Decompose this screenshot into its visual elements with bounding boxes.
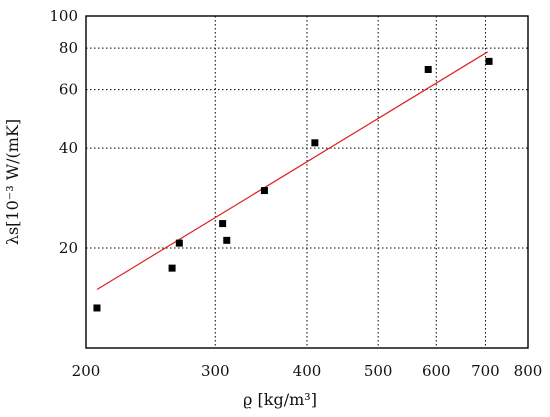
y-tick-label: 100	[49, 7, 78, 25]
x-tick-label: 300	[201, 362, 230, 380]
data-point	[485, 57, 493, 65]
y-axis-title: λs[10⁻³ W/(mK]	[3, 119, 22, 245]
data-point	[223, 236, 231, 244]
y-tick-label: 40	[59, 139, 78, 157]
x-tick-label: 700	[471, 362, 500, 380]
data-point	[168, 264, 176, 272]
x-axis-ticks: 200 300 400 500 600 700 800	[72, 362, 543, 380]
data-point	[93, 304, 101, 312]
x-tick-label: 800	[514, 362, 543, 380]
grid	[86, 16, 528, 348]
y-tick-label: 60	[59, 81, 78, 99]
data-point	[260, 187, 268, 195]
x-tick-label: 400	[293, 362, 322, 380]
fit-line	[96, 51, 489, 291]
x-tick-label: 600	[422, 362, 451, 380]
x-tick-label: 500	[364, 362, 393, 380]
data-point	[424, 66, 432, 74]
plot-frame	[85, 15, 529, 349]
data-point	[311, 139, 319, 147]
data-point	[175, 239, 183, 247]
x-axis-title: ϱ [kg/m³]	[243, 390, 317, 409]
x-tick-label: 200	[72, 362, 101, 380]
y-tick-label: 20	[59, 239, 78, 257]
data-point	[219, 220, 227, 228]
series-layer	[93, 51, 493, 312]
y-tick-label: 80	[59, 39, 78, 57]
y-axis-ticks: 20 40 60 80 100	[49, 7, 78, 257]
